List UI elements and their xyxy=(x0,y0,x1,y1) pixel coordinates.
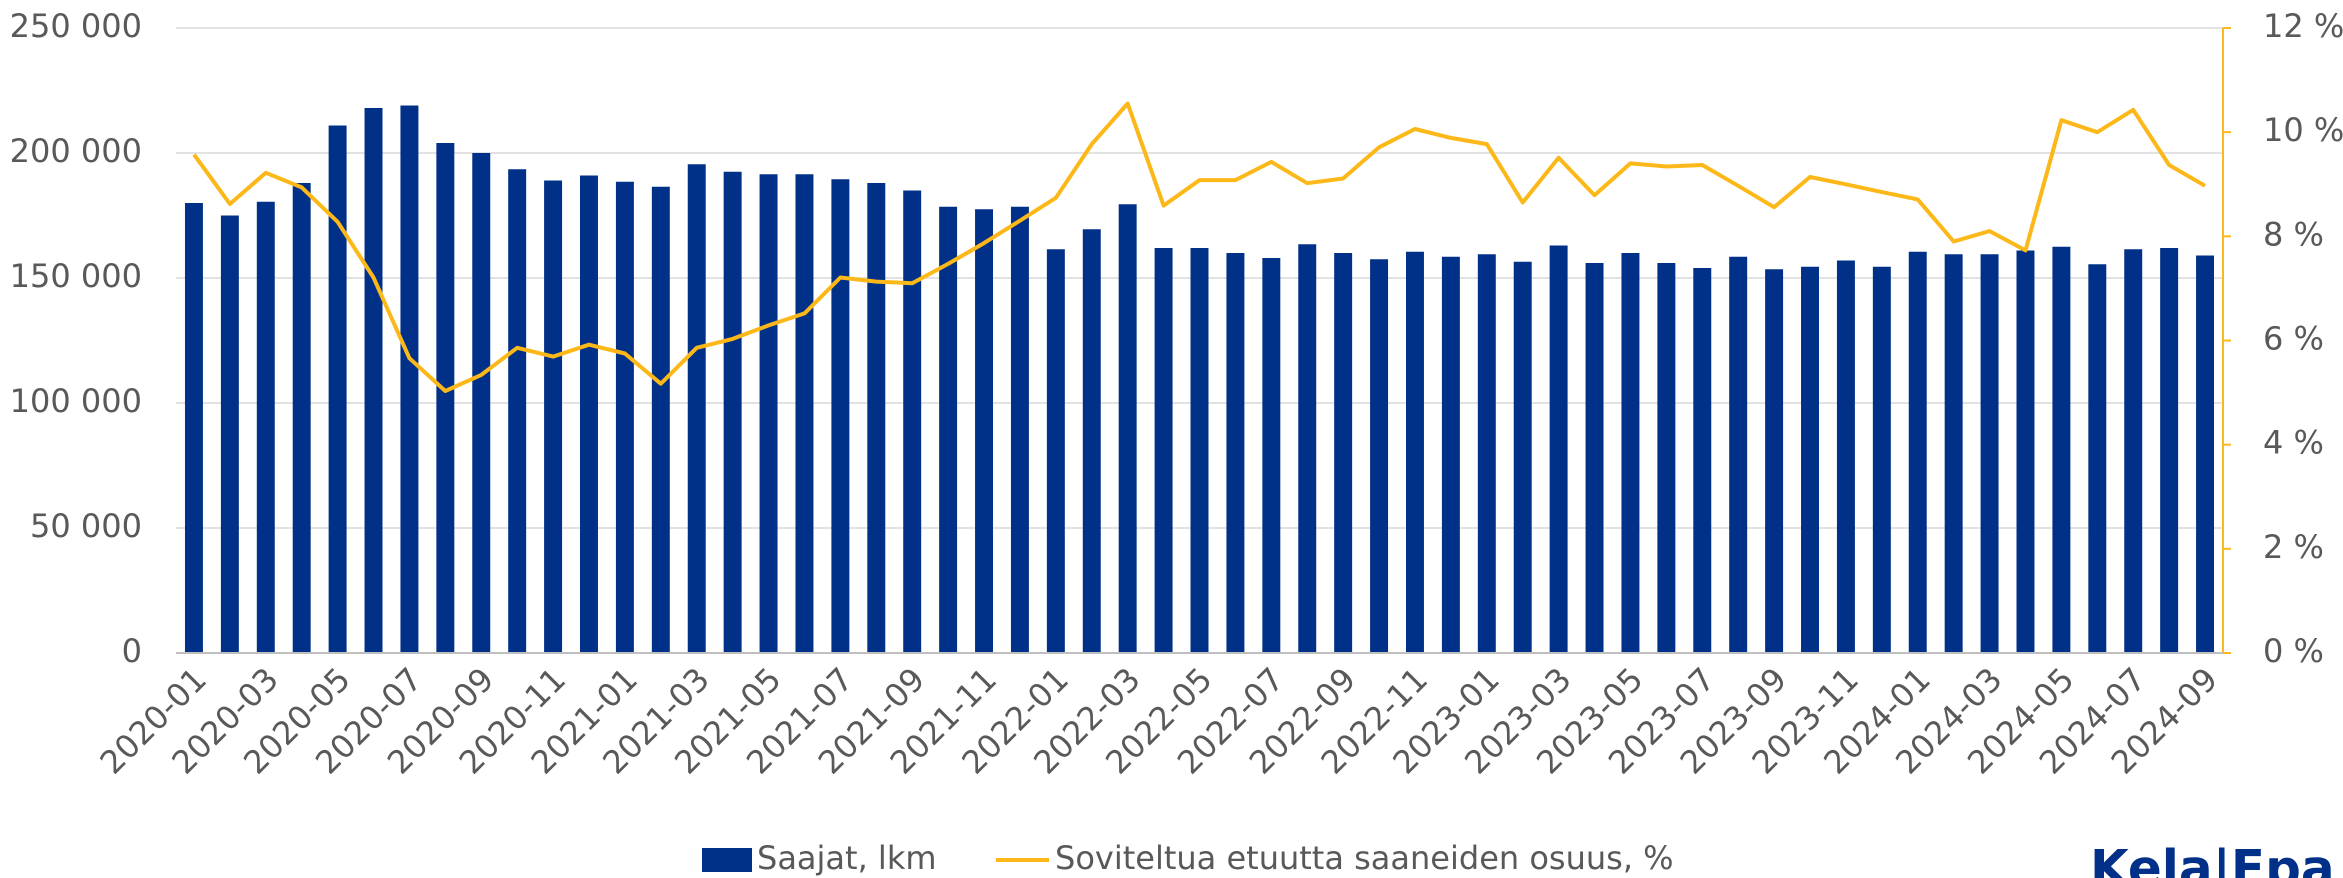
bar xyxy=(1908,251,1927,653)
bar xyxy=(1621,253,1640,653)
bar xyxy=(2088,264,2107,653)
bar xyxy=(1801,266,1819,653)
line xyxy=(192,101,2207,393)
bar xyxy=(220,215,239,653)
bar xyxy=(472,153,491,653)
bar xyxy=(759,174,778,653)
bar xyxy=(1585,263,1604,653)
y-tick-label: 150 000 xyxy=(10,257,142,295)
bar xyxy=(1693,268,1712,653)
y-tick-label: 100 000 xyxy=(10,382,142,420)
bar xyxy=(2160,248,2179,653)
bar xyxy=(1082,229,1101,653)
bar xyxy=(1334,253,1353,653)
y2-tick-label: 12 % xyxy=(2263,7,2343,45)
bar xyxy=(1836,260,1855,653)
bar xyxy=(867,183,886,653)
y-tick-label: 50 000 xyxy=(30,507,142,545)
y2-tick-label: 10 % xyxy=(2263,111,2343,149)
bar xyxy=(1118,204,1137,653)
bar xyxy=(1154,248,1173,653)
bar xyxy=(1298,244,1317,653)
legend-swatch xyxy=(702,848,752,872)
bar xyxy=(292,183,311,653)
bar xyxy=(400,105,419,653)
bar xyxy=(256,201,275,653)
y2-tick-label: 2 % xyxy=(2263,528,2324,566)
legend-label: Soviteltua etuutta saaneiden osuus, % xyxy=(1055,839,1674,877)
bar xyxy=(1441,256,1460,653)
bar xyxy=(580,175,598,653)
bar xyxy=(2124,249,2143,653)
bar xyxy=(687,164,706,653)
bar xyxy=(328,125,347,653)
y2-tick-label: 8 % xyxy=(2263,215,2324,253)
bar xyxy=(723,171,742,653)
legend-label: Saajat, lkm xyxy=(757,839,937,877)
bar xyxy=(831,179,850,653)
bar xyxy=(903,190,922,653)
bar xyxy=(1729,256,1748,653)
bar xyxy=(436,143,455,653)
bar xyxy=(1549,245,1568,653)
bar xyxy=(2052,246,2071,653)
bar xyxy=(651,186,670,653)
bar xyxy=(508,169,527,653)
bar xyxy=(544,180,563,653)
bar xyxy=(184,203,203,653)
bar xyxy=(1046,249,1065,653)
y-tick-label: 250 000 xyxy=(10,7,142,45)
bar xyxy=(1010,206,1029,653)
y2-tick-label: 4 % xyxy=(2263,424,2324,462)
bar xyxy=(1262,258,1281,653)
bar xyxy=(1190,248,1209,653)
logo: Kela|Fpa xyxy=(2090,840,2335,878)
bar xyxy=(1405,251,1424,653)
bar xyxy=(939,206,958,653)
y-tick-label: 200 000 xyxy=(10,132,142,170)
y2-tick-label: 0 % xyxy=(2263,632,2324,670)
bar xyxy=(364,108,383,653)
bar xyxy=(1226,253,1245,653)
bar xyxy=(975,209,994,653)
bar xyxy=(1370,259,1389,653)
y2-tick-label: 6 % xyxy=(2263,320,2324,358)
bar xyxy=(795,174,814,653)
bar xyxy=(615,181,634,653)
bar xyxy=(2196,255,2215,653)
bar xyxy=(1765,269,1784,653)
y-tick-label: 0 xyxy=(122,632,142,670)
bar xyxy=(1657,263,1676,653)
bar xyxy=(1944,254,1963,653)
bar xyxy=(1872,266,1891,653)
bar xyxy=(2016,250,2035,653)
bar xyxy=(1513,261,1532,653)
bar xyxy=(1477,254,1496,653)
bar xyxy=(1980,254,1999,653)
